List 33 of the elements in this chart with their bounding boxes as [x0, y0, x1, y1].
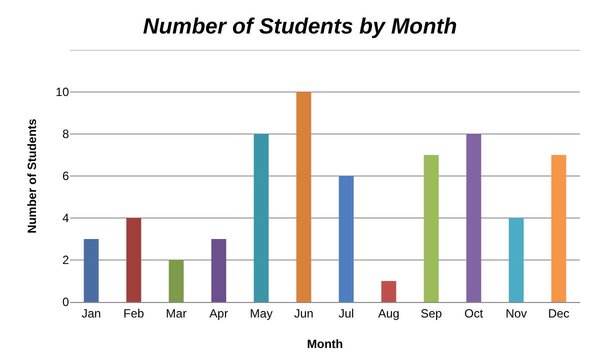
- x-tick-label: Dec: [548, 306, 570, 320]
- bar: [551, 155, 566, 302]
- x-axis-title: Month: [307, 337, 343, 351]
- bar: [126, 218, 142, 302]
- bar: [296, 92, 312, 302]
- bar: [424, 155, 439, 302]
- x-tick-label: Nov: [506, 306, 527, 320]
- y-tick-label: 4: [62, 211, 70, 226]
- x-tick-label: Jul: [338, 306, 354, 320]
- x-tick-label: Mar: [166, 306, 187, 320]
- bar: [168, 260, 184, 302]
- y-tick-label: 10: [56, 85, 70, 100]
- x-tick-label: Feb: [123, 306, 144, 320]
- chart-title: Number of Students by Month: [142, 14, 458, 38]
- bar: [381, 281, 396, 302]
- bar: [338, 176, 354, 302]
- x-tick-label: Aug: [378, 306, 400, 320]
- x-tick-label: Apr: [209, 306, 228, 320]
- y-tick-label: 2: [62, 253, 70, 268]
- x-tick-label: Oct: [464, 306, 484, 320]
- y-axis-title: Number of Students: [25, 118, 39, 234]
- x-tick-label: Jun: [294, 306, 314, 320]
- bar: [508, 218, 524, 302]
- bar: [84, 239, 99, 302]
- y-tick-label: 6: [62, 169, 70, 184]
- x-tick-label: May: [250, 306, 273, 320]
- bar: [254, 134, 269, 302]
- x-tick-label: Jan: [82, 306, 101, 320]
- bar: [211, 239, 226, 302]
- y-tick-label: 8: [62, 127, 70, 142]
- bar: [466, 134, 482, 302]
- x-tick-label: Sep: [420, 306, 442, 320]
- y-tick-label: 0: [62, 295, 70, 310]
